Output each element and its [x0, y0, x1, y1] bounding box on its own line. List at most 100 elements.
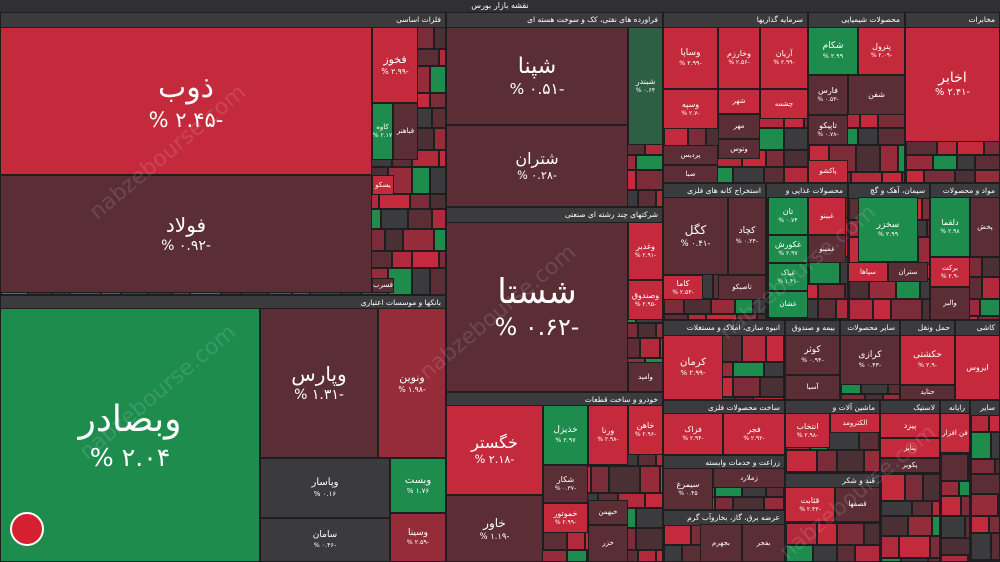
stock-cell — [430, 268, 445, 294]
stock-change: -۰.۴۳ % — [858, 361, 882, 369]
stock-cell — [640, 338, 660, 358]
stock-cell — [733, 377, 760, 397]
stock-tile: برکت -۲.۹ % — [930, 257, 970, 287]
stock-tile: دلقما ۲.۹۸ % — [930, 197, 970, 257]
stock-cell — [733, 167, 764, 182]
stock-cell — [837, 450, 864, 472]
stock-cell — [757, 128, 784, 150]
stock-symbol: قصفها — [848, 500, 867, 509]
stock-tile: وسینا -۲.۵۹ % — [390, 513, 446, 562]
stock-symbol: سخزر — [876, 219, 900, 230]
stock-cell — [837, 545, 855, 561]
stock-cell — [968, 454, 969, 481]
stock-tile: کوثر -۰.۹۴ % — [785, 335, 840, 375]
stock-change: ۰.۷۴ % — [778, 217, 798, 225]
stock-tile: وصندوق -۲.۹۵ % — [628, 280, 663, 320]
stock-symbol: پیزد — [903, 420, 917, 430]
stock-symbol: خبهمن — [598, 508, 618, 517]
stock-cell — [959, 481, 969, 496]
stock-tile: کرازی -۰.۴۳ % — [840, 335, 900, 385]
stock-cell — [828, 430, 859, 450]
stock-symbol: برکت — [941, 263, 959, 272]
sector-header: سایر محصولات — [841, 321, 899, 335]
stock-cell — [766, 335, 784, 362]
stock-symbol: کرمان — [679, 356, 707, 368]
stock-tile: کچاد -۰.۲۴ % — [728, 197, 766, 275]
stock-symbol: فن افزار — [942, 428, 968, 437]
stock-cell — [941, 516, 965, 538]
stock-cell — [906, 155, 933, 170]
stock-cell — [753, 397, 784, 399]
stock-change: -۲.۹۹ % — [554, 519, 577, 527]
stock-cell — [640, 466, 660, 493]
stock-symbol: پردیس — [680, 150, 701, 159]
sector-header: ماشین آلات و — [786, 401, 879, 415]
stock-tile: شفن — [848, 75, 905, 115]
stock-tile: پخش — [970, 197, 1000, 257]
stock-cell — [733, 362, 764, 377]
stock-symbol: کچاد — [738, 226, 756, 237]
sector-header: فراورده های نفتی، کک و سوخت هسته ای — [447, 13, 662, 27]
stock-change: -۰.۲۴ % — [735, 237, 759, 245]
stock-cell — [845, 284, 847, 299]
stock-symbol: فولاد — [165, 212, 207, 237]
stock-cell — [813, 545, 837, 561]
stock-change: -۲.۴۵ % — [148, 107, 224, 132]
stock-tile: شکام ۲.۹۹ % — [808, 27, 858, 75]
stock-change: ۲.۱۷ % — [372, 132, 393, 140]
stock-change: -۲.۹۱ % — [634, 252, 657, 260]
stock-change: -۲.۹۲ % — [743, 435, 765, 443]
stock-cell — [912, 501, 932, 516]
stock-change: -۲.۹۵ % — [634, 301, 657, 309]
stock-cell — [764, 167, 784, 182]
stock-cell — [742, 335, 766, 362]
stock-symbol: تاپیکو — [819, 121, 837, 131]
stock-symbol: خزر — [602, 539, 614, 548]
stock-cell — [660, 338, 662, 358]
stock-tile: سامان -۰.۴۶ % — [260, 518, 390, 562]
logo — [10, 512, 44, 546]
stock-symbol: آسیا — [806, 383, 819, 392]
stock-cell — [638, 190, 656, 206]
sector-header: مواد و محصولات — [931, 184, 999, 198]
stock-symbol: فباهنر — [396, 127, 415, 136]
sector-header: بیمه و صندوق — [786, 321, 839, 335]
stock-cell — [786, 450, 817, 472]
stock-symbol: بفجر — [756, 538, 771, 547]
stock-symbol: شتران — [515, 149, 559, 168]
stock-cell — [664, 525, 691, 545]
stock-cell — [902, 172, 904, 182]
stock-cell — [609, 466, 640, 493]
stock-cell — [817, 523, 837, 545]
stock-change: ۲.۰۴ % — [89, 442, 171, 472]
stock-symbol: ذوب — [157, 70, 215, 106]
stock-cell — [434, 128, 445, 150]
stock-symbol: تان — [782, 207, 794, 217]
stock-cell — [971, 459, 995, 474]
stock-cell — [591, 466, 609, 493]
stock-symbol: فارس — [818, 86, 838, 96]
stock-cell — [849, 279, 869, 299]
stock-cell — [982, 257, 999, 277]
stock-cell — [715, 497, 733, 509]
stock-symbol: ستران — [898, 267, 918, 276]
stock-cell — [567, 550, 587, 561]
stock-tile: خزر — [588, 525, 628, 562]
stock-cell — [856, 145, 880, 172]
stock-symbol: کاوه — [376, 123, 389, 132]
stock-tile: حکشتی -۲.۹ % — [900, 335, 955, 385]
stock-tile: وپارس -۱.۳۱ % — [260, 308, 378, 458]
stock-tile: پردیس — [663, 145, 718, 165]
stock-cell — [971, 474, 999, 494]
stock-cell — [818, 284, 845, 299]
sector-header: شرکتهای چند رشته ای صنعتی — [447, 208, 662, 222]
stock-symbol: غکورش — [774, 240, 802, 250]
stock-tile: خاور -۱.۱۹ % — [446, 495, 543, 562]
stock-cell — [971, 415, 989, 432]
stock-tile: صبا — [663, 165, 718, 183]
stock-symbol: سامان — [312, 530, 338, 541]
stock-symbol: وبصادر — [78, 398, 182, 440]
stock-cell — [412, 268, 430, 294]
stock-tile: سیمرغ ۰.۴۵ % — [663, 468, 713, 510]
stock-tile: غشان — [768, 291, 808, 318]
